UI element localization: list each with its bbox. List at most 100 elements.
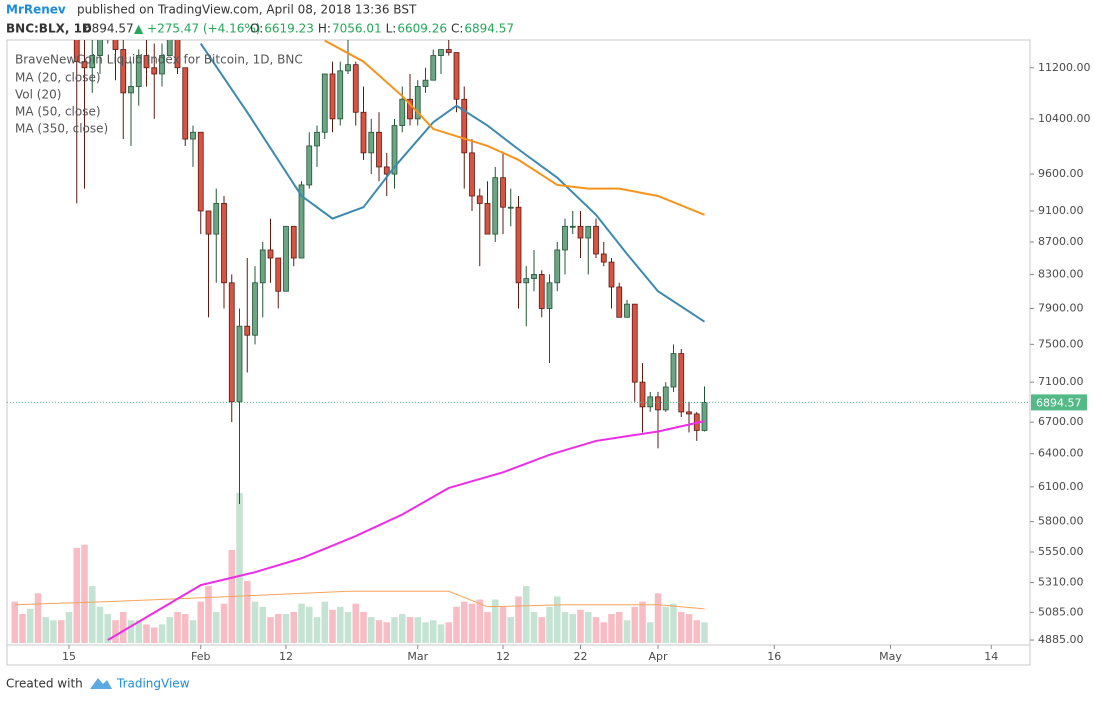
y-tick-label: 8300.00 xyxy=(1038,267,1084,280)
y-tick-label: 7100.00 xyxy=(1038,375,1084,388)
volume-bar xyxy=(414,617,422,643)
candle-body xyxy=(507,206,514,209)
volume-bar xyxy=(507,617,515,643)
candle-body xyxy=(461,98,468,154)
volume-bar xyxy=(65,611,73,643)
volume-bar xyxy=(150,627,158,643)
candle-body xyxy=(345,64,351,72)
candle-body xyxy=(73,40,80,63)
candle-body xyxy=(182,67,189,140)
volume-bar xyxy=(460,601,468,643)
volume-bar xyxy=(104,614,112,643)
candle-body xyxy=(244,325,251,336)
ma-line xyxy=(199,42,706,323)
y-tick-label: 11200.00 xyxy=(1038,61,1091,74)
volume-bar xyxy=(538,617,546,643)
last-price: 6894.57 xyxy=(84,22,134,36)
volume-bar xyxy=(274,614,282,643)
candle-body xyxy=(97,40,103,56)
candle-body xyxy=(283,225,289,292)
volume-bar xyxy=(631,606,639,643)
author[interactable]: MrRenev xyxy=(6,3,66,17)
x-tick-label: 16 xyxy=(767,650,781,663)
candle-body xyxy=(337,70,344,120)
volume-bar xyxy=(453,606,460,643)
volume-bar xyxy=(267,617,274,643)
volume-bar xyxy=(693,620,701,643)
candle-body xyxy=(143,55,150,69)
ohlc-label: L: xyxy=(386,22,397,36)
x-tick-label: 12 xyxy=(496,650,510,663)
candle-body xyxy=(469,152,475,197)
volume-bar xyxy=(468,603,476,643)
candle-body xyxy=(166,40,173,56)
y-tick-label: 9600.00 xyxy=(1038,167,1084,180)
ma-line xyxy=(107,420,705,641)
footer-brand[interactable]: TradingView xyxy=(116,677,190,691)
volume-bar xyxy=(553,596,561,643)
candle-body xyxy=(368,131,375,154)
candle-body xyxy=(701,401,708,431)
volume-bar xyxy=(11,601,19,643)
y-tick-label: 9100.00 xyxy=(1038,204,1084,217)
candle-body xyxy=(608,261,615,288)
volume-bar xyxy=(305,606,313,643)
volume-bar xyxy=(484,611,491,643)
candle-body xyxy=(306,145,313,186)
candle-body xyxy=(112,40,119,50)
volume-bar xyxy=(282,614,290,643)
x-tick-label: Apr xyxy=(648,650,668,663)
volume-bar xyxy=(158,624,166,643)
published: published on TradingView.com, April 08, … xyxy=(77,3,417,17)
volume-bar xyxy=(352,603,360,643)
legend-title: BraveNewCoin Liquid Index for Bitcoin, 1… xyxy=(15,53,303,67)
candle-body xyxy=(624,303,630,318)
volume-bar xyxy=(290,611,298,643)
ohlc-label: O: xyxy=(250,22,263,36)
candle-body xyxy=(492,177,499,235)
volume-bar xyxy=(50,620,57,643)
volume-bar xyxy=(236,493,243,643)
x-tick-label: 14 xyxy=(984,650,998,663)
volume-bar xyxy=(375,620,383,643)
candle-body xyxy=(259,249,266,284)
candle-body xyxy=(376,131,382,168)
volume-bar xyxy=(670,603,677,643)
candle-body xyxy=(407,98,413,120)
plot-frame xyxy=(6,39,1031,666)
volume-bar xyxy=(677,611,685,643)
volume-bar xyxy=(135,620,143,643)
ohlc-value: 6609.26 xyxy=(397,22,447,36)
ohlc-value: 6894.57 xyxy=(464,22,514,36)
volume-bar xyxy=(321,601,329,643)
candle-body xyxy=(290,225,297,259)
last-price-box xyxy=(1031,394,1087,411)
volume-bar xyxy=(344,611,352,643)
candle-body xyxy=(252,282,258,336)
candle-body xyxy=(593,225,599,255)
candle-body xyxy=(329,73,336,120)
footer-created: Created with xyxy=(6,677,83,691)
ohlc-label: H: xyxy=(318,22,331,36)
symbol: BNC:BLX, 1D xyxy=(6,22,92,36)
candle-body xyxy=(438,49,444,56)
volume-bar xyxy=(205,586,212,643)
candle-body xyxy=(430,55,437,81)
volume-bar xyxy=(26,608,34,643)
volume-bar xyxy=(189,620,197,643)
volume-bar xyxy=(313,617,321,643)
logo[interactable] xyxy=(90,678,112,689)
ohlc-label: C: xyxy=(451,22,463,36)
candle-body xyxy=(236,325,243,403)
volume-bar xyxy=(174,611,181,643)
y-tick-label: 5550.00 xyxy=(1038,545,1084,558)
axes: 4885.00 5085.00 5310.00 5550.00 5800.00 6100.… xyxy=(62,61,1091,663)
candle-body xyxy=(298,184,305,259)
volume-bar xyxy=(639,601,646,643)
y-tick-label: 7900.00 xyxy=(1038,302,1084,315)
volume-bar xyxy=(81,544,88,643)
volume-bar xyxy=(515,596,522,643)
x-tick-label: Feb xyxy=(191,650,210,663)
candle-body xyxy=(190,131,196,140)
